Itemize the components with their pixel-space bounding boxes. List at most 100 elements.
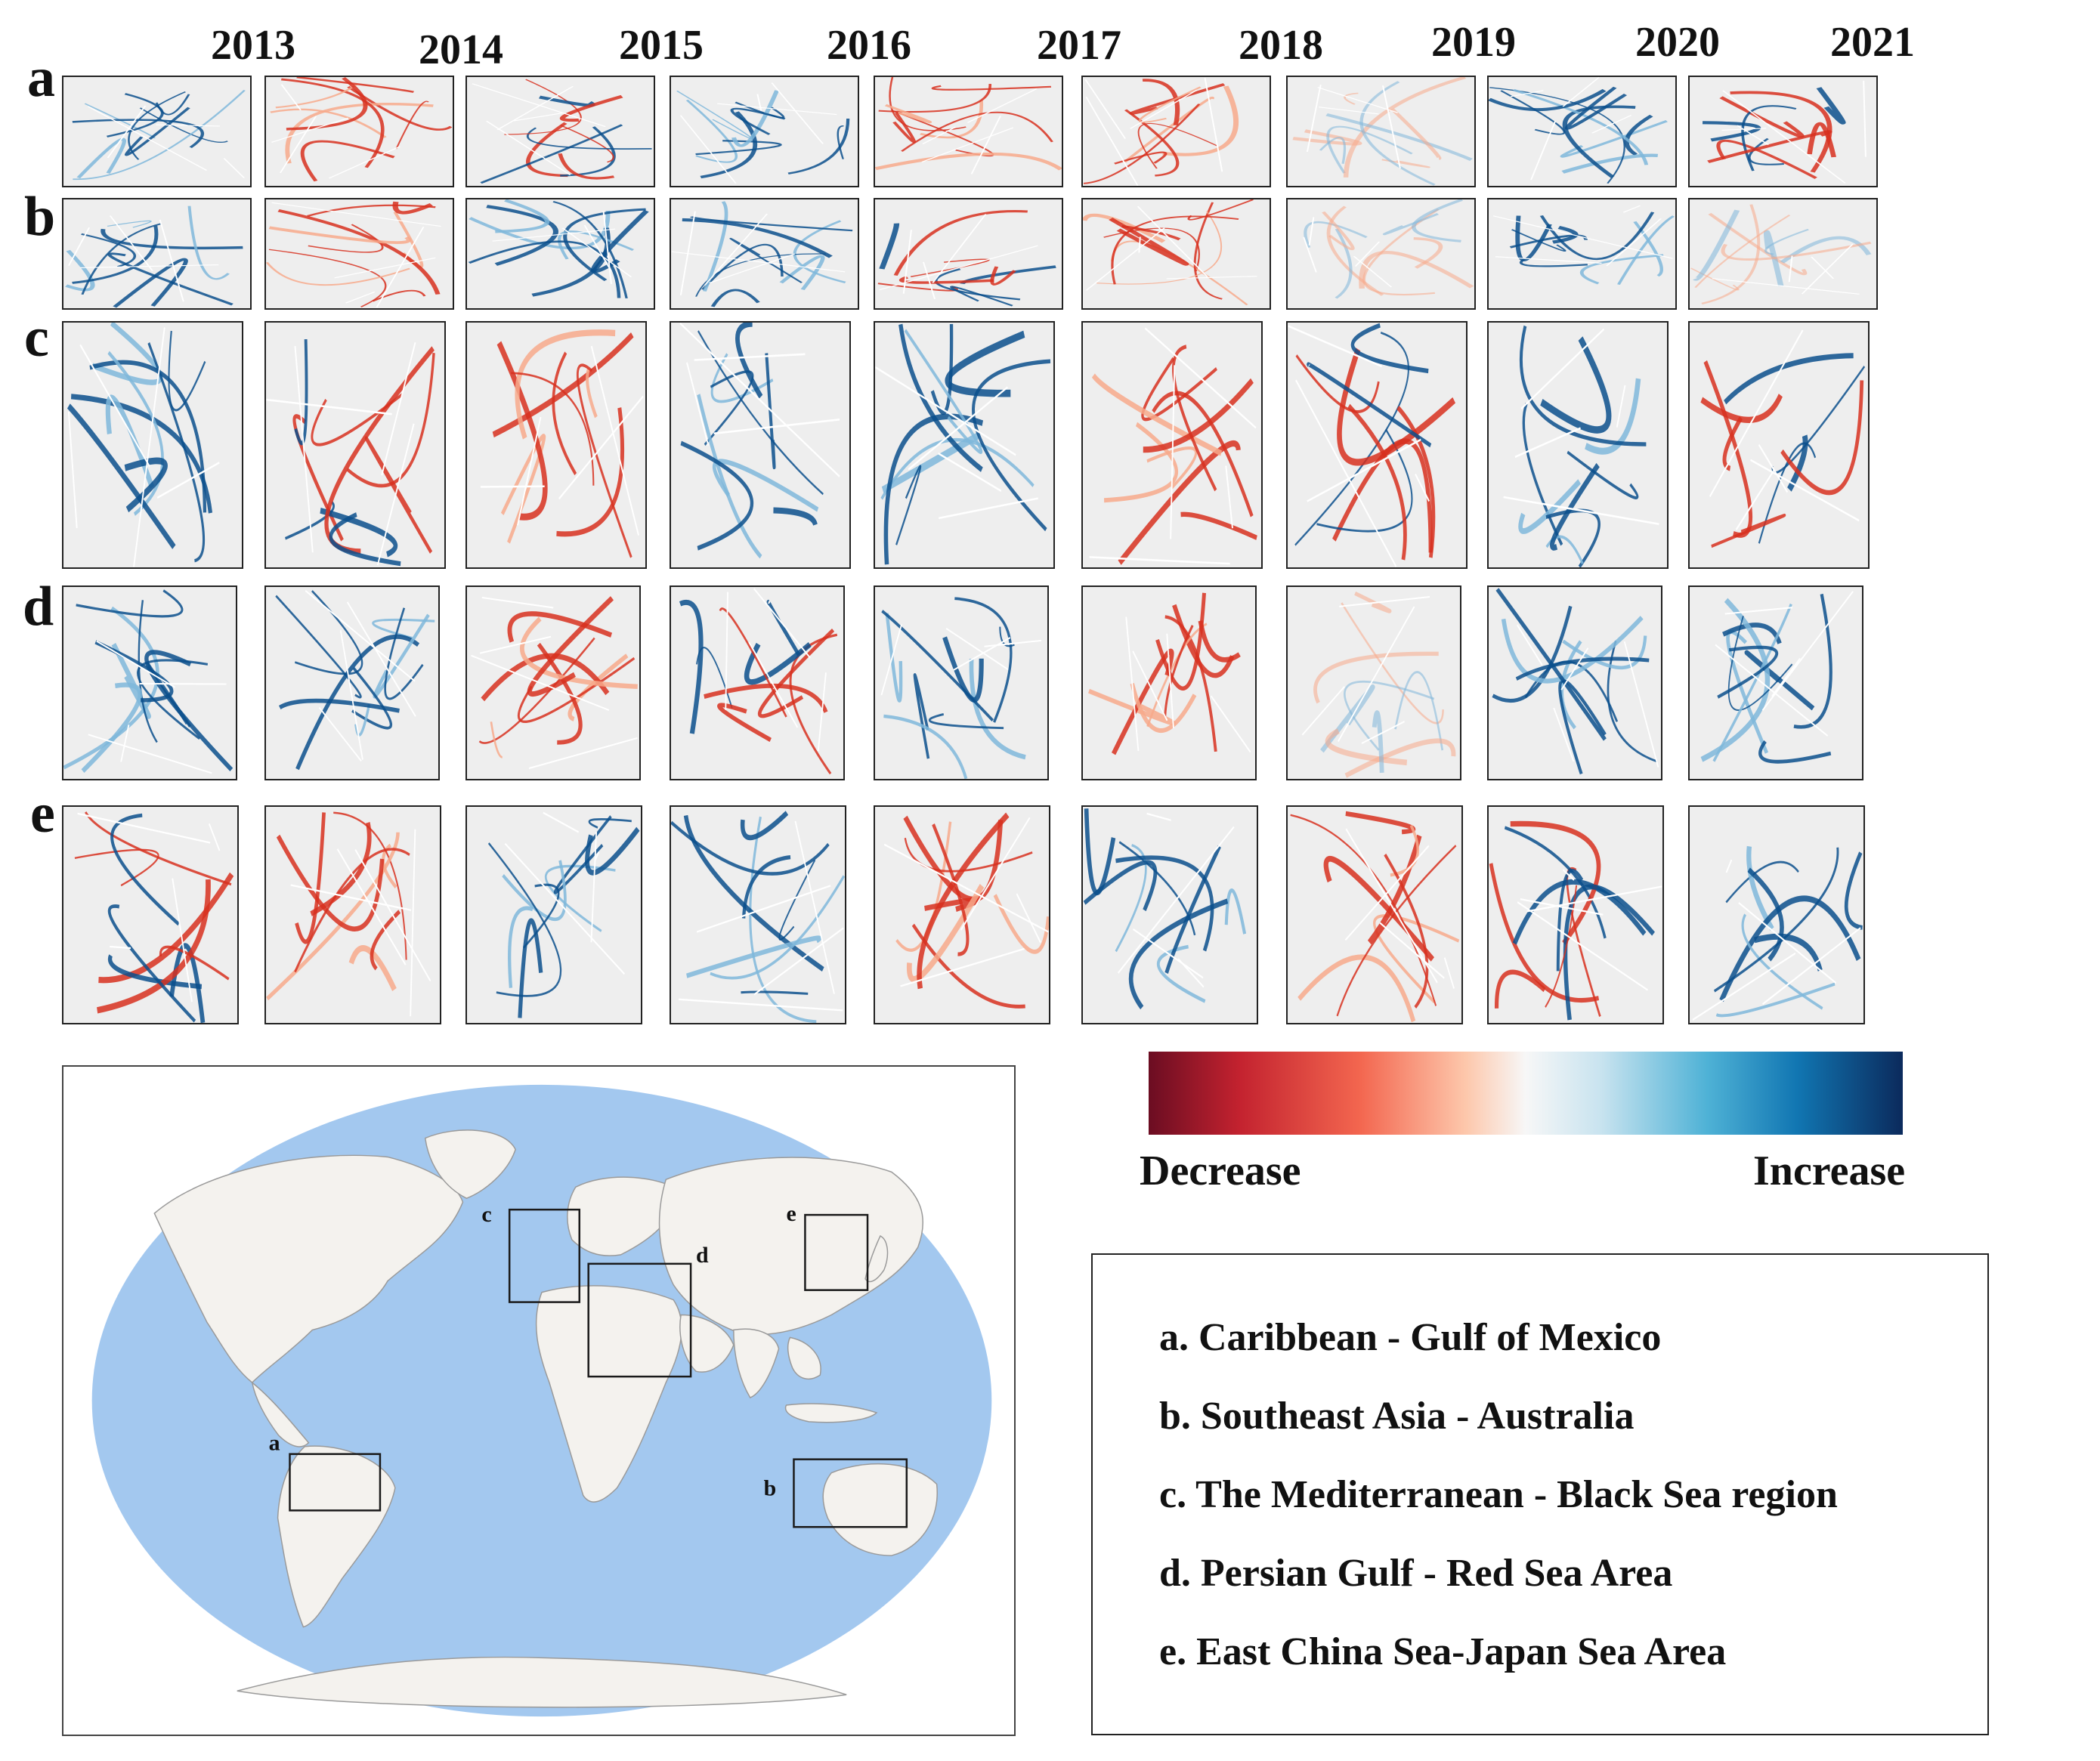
shipping-route-trace	[1489, 863, 1600, 1003]
shipping-route-trace	[311, 393, 403, 446]
shipping-route-trace	[91, 323, 163, 385]
marker-c: c	[481, 1202, 491, 1227]
shipping-route-trace	[1322, 211, 1355, 251]
shipping-route-trace	[1359, 81, 1436, 186]
shipping-route-trace	[1719, 895, 1861, 1003]
border-line	[1345, 828, 1438, 984]
shipping-route-trace	[294, 590, 363, 675]
border-line	[334, 257, 436, 279]
border-line	[79, 344, 150, 468]
map-panel-c-2020	[1487, 321, 1669, 569]
shipping-route-trace	[480, 124, 623, 184]
shipping-route-trace	[1294, 331, 1409, 546]
border-line	[984, 639, 1042, 647]
shipping-route-trace	[1091, 373, 1223, 456]
shipping-route-trace	[1155, 592, 1206, 690]
map-panel-a-2016	[670, 76, 859, 187]
shipping-route-trace	[1390, 108, 1442, 160]
border-line	[410, 829, 416, 1017]
border-line	[590, 832, 598, 943]
border-line	[902, 230, 912, 294]
colorbar	[1149, 1052, 1903, 1135]
australia-landmass	[822, 1463, 938, 1556]
shipping-route-trace	[1558, 678, 1607, 775]
shipping-route-trace	[1816, 87, 1846, 125]
shipping-route-trace	[1562, 635, 1647, 669]
border-line	[1443, 957, 1455, 989]
border-line	[376, 423, 415, 566]
shipping-route-trace	[72, 225, 159, 284]
shipping-route-trace	[710, 289, 760, 307]
shipping-route-trace	[278, 698, 400, 713]
border-line	[561, 227, 632, 278]
border-line	[481, 596, 554, 609]
shipping-route-trace	[275, 595, 362, 699]
shipping-route-trace	[105, 394, 155, 489]
shipping-route-trace	[1344, 92, 1359, 105]
shipping-route-trace	[1512, 88, 1649, 165]
shipping-route-trace	[1304, 221, 1368, 248]
legend-item-c: c. The Mediterranean - Black Sea region	[1159, 1473, 1838, 1516]
border-line	[1761, 591, 1854, 711]
shipping-route-trace	[1350, 323, 1429, 374]
shipping-route-trace	[934, 268, 1021, 301]
shipping-route-trace	[518, 918, 543, 1018]
border-line	[1339, 595, 1430, 607]
border-line	[1562, 77, 1600, 107]
border-line	[679, 323, 840, 477]
shipping-route-trace	[1373, 914, 1460, 1004]
shipping-route-trace	[1362, 209, 1440, 296]
shipping-route-trace	[1607, 640, 1657, 763]
shipping-route-trace	[478, 637, 595, 744]
shipping-route-trace	[526, 122, 568, 178]
shipping-route-trace	[276, 834, 385, 931]
shipping-route-trace	[735, 323, 763, 399]
shipping-route-trace	[1721, 241, 1872, 261]
shipping-route-trace	[1566, 450, 1639, 499]
shipping-route-trace	[1111, 240, 1248, 306]
shipping-route-trace	[107, 220, 152, 228]
shipping-route-trace	[704, 683, 828, 713]
row-label-d: d	[23, 576, 54, 638]
shipping-route-trace	[277, 209, 441, 295]
border-line	[883, 843, 1049, 933]
shipping-route-trace	[1118, 841, 1196, 936]
shipping-route-trace	[740, 811, 789, 841]
shipping-route-trace	[351, 666, 392, 730]
shipping-route-trace	[1730, 91, 1832, 173]
border-line	[1306, 85, 1322, 152]
region-box-d	[587, 1262, 692, 1378]
shipping-route-trace	[306, 204, 436, 218]
shipping-route-trace	[695, 253, 827, 297]
border-line	[156, 124, 221, 127]
shipping-route-trace	[81, 223, 162, 295]
map-panel-b-2016	[670, 198, 859, 310]
shipping-route-trace	[1500, 90, 1566, 135]
map-panel-b-2017	[874, 198, 1063, 310]
shipping-route-trace	[1712, 603, 1792, 762]
shipping-route-trace	[969, 658, 1026, 760]
central-america-landmass	[251, 1381, 310, 1447]
border-line	[1381, 85, 1401, 169]
shipping-route-trace	[1103, 422, 1178, 503]
shipping-route-trace	[1313, 651, 1439, 704]
border-line	[1016, 893, 1041, 944]
shipping-route-trace	[487, 842, 562, 997]
shipping-route-trace	[1096, 211, 1223, 285]
shipping-route-trace	[296, 77, 414, 93]
shipping-route-trace	[999, 626, 1015, 647]
shipping-route-trace	[765, 353, 776, 470]
border-line	[110, 945, 131, 950]
southeast-asia-landmass	[787, 1336, 821, 1380]
border-line	[109, 215, 153, 271]
shipping-route-trace	[1083, 213, 1166, 243]
border-line	[1721, 128, 1767, 131]
colorbar-high-label: Increase	[1753, 1148, 1906, 1194]
shipping-route-trace	[1343, 77, 1467, 178]
border-line	[1379, 922, 1445, 979]
map-panel-c-2017	[874, 321, 1055, 569]
border-line	[1514, 427, 1581, 459]
region-box-e	[804, 1213, 869, 1291]
shipping-route-trace	[275, 83, 358, 109]
shipping-route-trace	[1146, 446, 1198, 490]
